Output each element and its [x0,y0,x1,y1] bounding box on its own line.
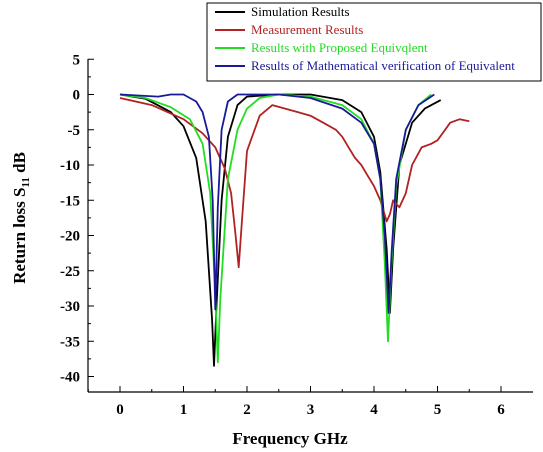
y-tick-label: -10 [60,158,80,174]
y-tick-label: -20 [60,229,80,245]
y-tick-label: -40 [60,370,80,386]
legend-box [206,2,542,82]
x-tick-label: 6 [497,402,505,418]
legend-entry: Results with Proposed Equivqlent [251,40,428,55]
x-axis-title: Frequency GHz [232,429,348,448]
y-tick-label: -25 [60,264,80,280]
y-axis-title-unit: dB [10,152,29,177]
x-tick-label: 1 [180,402,188,418]
x-tick-label: 3 [307,402,315,418]
y-axis-title: Return loss S11 dB [10,152,32,284]
y-axis-title-subscript: 11 [20,177,32,187]
y-tick-label: 5 [73,52,81,68]
series-line-2 [119,97,470,269]
x-tick-label: 4 [370,402,378,418]
y-tick-label: -30 [60,299,80,315]
legend-entry: Measurement Results [251,22,363,37]
y-tick-label: -35 [60,334,80,350]
legend: Simulation Results Measurement Results Res… [206,2,542,82]
y-tick-label: -5 [68,123,81,139]
legend-entry: Simulation Results [251,4,350,19]
x-tick-label: 0 [116,402,124,418]
ticks: 5 0 -5 -10 -15 -20 -25 -30 -35 -40 0 1 2 3 4 5 6 [60,52,505,418]
x-tick-label: 2 [243,402,251,418]
series-line-4 [119,93,435,314]
legend-entry: Results of Mathematical verification of … [251,58,515,73]
y-tick-label: -15 [60,193,80,209]
x-tick-label: 5 [434,402,442,418]
y-axis-title-main: Return loss S [10,188,29,284]
y-tick-label: 0 [73,88,81,104]
series-lines [119,93,470,367]
